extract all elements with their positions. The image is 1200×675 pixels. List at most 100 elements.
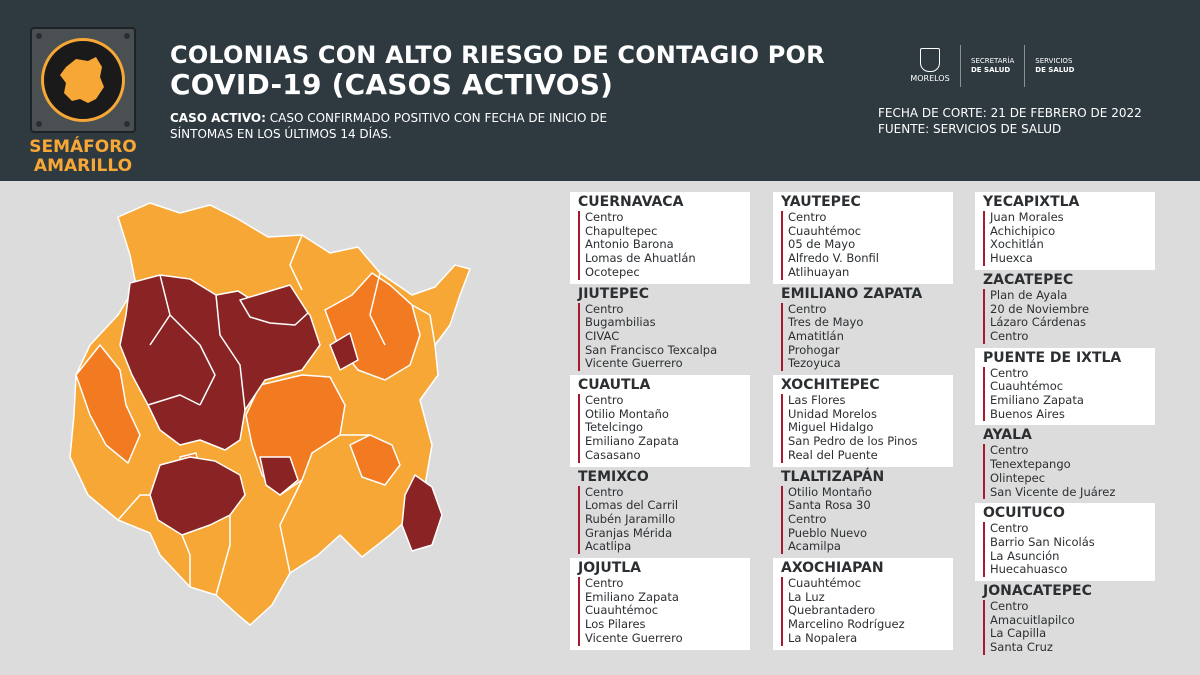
divider xyxy=(960,45,961,87)
colonia-item: Lomas del Carril xyxy=(585,498,679,513)
screw-icon xyxy=(124,33,130,39)
colonia-item: Cuauhtémoc xyxy=(990,379,1064,394)
colonias-list: Centro Emiliano Zapata Cuauhtémoc Los Pilar… xyxy=(578,576,750,646)
municipality-name: JONACATEPEC xyxy=(983,583,1092,600)
colonia-item: Tezoyuca xyxy=(788,356,841,371)
municipality-name: YECAPIXTLA xyxy=(983,194,1080,210)
colonia-item: Centro xyxy=(990,328,1029,343)
colonia-item: Los Pilares xyxy=(585,617,646,632)
colonia-item: Buenos Aires xyxy=(990,406,1065,421)
traffic-light-icon xyxy=(41,38,125,122)
colonia-item: Otilio Montaño xyxy=(788,484,872,499)
municipality-card: JONACATEPEC Centro Amacuitlapilco La Capill… xyxy=(975,581,1155,659)
map-region-high xyxy=(239,284,309,326)
colonia-item: Juan Morales xyxy=(990,210,1064,224)
colonia-item: Centro xyxy=(788,210,827,224)
meta-info: FECHA DE CORTE: 21 DE FEBRERO DE 2022 FU… xyxy=(878,105,1142,137)
colonia-item: Unidad Morelos xyxy=(788,406,877,421)
shield-icon xyxy=(920,48,940,72)
colonia-item: Miguel Hidalgo xyxy=(788,420,874,435)
municipality-name: JOJUTLA xyxy=(578,560,641,577)
colonias-list: Centro Lomas del Carril Rubén Jaramillo Gra… xyxy=(578,484,750,555)
colonia-item: Real del Puente xyxy=(788,447,878,462)
colonia-item: Vicente Guerrero xyxy=(585,356,683,371)
colonia-item: Lázaro Cárdenas xyxy=(990,315,1087,330)
colonia-item: Granjas Mérida xyxy=(585,525,673,540)
colonia-item: Quebrantadero xyxy=(788,603,876,618)
source: FUENTE: SERVICIOS DE SALUD xyxy=(878,122,1062,136)
colonia-item: Atlihuayan xyxy=(788,264,850,279)
colonia-item: Centro xyxy=(788,511,827,526)
colonia-item: Vicente Guerrero xyxy=(585,630,683,645)
municipality-card: EMILIANO ZAPATA Centro Tres de Mayo Amatitl… xyxy=(773,283,953,376)
municipality-name: ZACATEPEC xyxy=(983,271,1074,288)
municipality-card: OCUITUCO Centro Barrio San Nicolás La Asunc… xyxy=(975,503,1155,582)
colonia-item: La Nopalera xyxy=(788,630,858,645)
colonia-item: Emiliano Zapata xyxy=(585,434,679,449)
servicios-line2: DE SALUD xyxy=(1035,66,1075,74)
colonia-item: Cuauhtémoc xyxy=(788,576,862,591)
screw-icon xyxy=(36,121,42,127)
secretaria-logo: SECRETARÍA DE SALUD xyxy=(971,57,1014,75)
colonia-item: Centro xyxy=(788,301,827,316)
colonia-item: San Vicente de Juárez xyxy=(990,484,1116,499)
colonia-item: La Capilla xyxy=(990,626,1047,641)
screw-icon xyxy=(36,33,42,39)
municipality-name: AYALA xyxy=(983,427,1032,444)
municipality-card: PUENTE DE IXTLA Centro Cuauhtémoc Emiliano … xyxy=(975,347,1155,426)
colonias-list: Centro Tenextepango Olintepec San Vicente d… xyxy=(983,444,1155,500)
colonia-item: Centro xyxy=(585,576,624,591)
morelos-risk-map xyxy=(69,202,471,626)
servicios-logo: SERVICIOS DE SALUD xyxy=(1035,57,1074,75)
colonias-list: Centro Bugambilias CIVAC San Francisco Texc… xyxy=(578,301,750,372)
colonia-item: Olintepec xyxy=(990,470,1046,485)
colonia-item: Achichipico xyxy=(990,223,1056,238)
colonia-item: Santa Cruz xyxy=(990,640,1053,655)
municipality-card: JIUTEPEC Centro Bugambilias CIVAC San Franci… xyxy=(570,283,750,376)
semaforo-logo xyxy=(30,27,136,133)
colonia-item: Huexca xyxy=(990,251,1033,266)
municipality-name: AXOCHIAPAN xyxy=(781,560,884,577)
cutoff-date: FECHA DE CORTE: 21 DE FEBRERO DE 2022 xyxy=(878,106,1142,120)
municipality-card: ZACATEPEC Plan de Ayala 20 de Noviembre Láz… xyxy=(975,269,1155,348)
colonia-item: Marcelino Rodríguez xyxy=(788,617,905,632)
municipality-card: TLALTIZAPÁN Otilio Montaño Santa Rosa 30 Ce… xyxy=(773,466,953,559)
column-3: YECAPIXTLA Juan Morales Achichipico Xochitl… xyxy=(975,192,1155,659)
colonia-item: Xochitlán xyxy=(990,237,1044,252)
colonia-item: Tetelcingo xyxy=(585,420,644,435)
colonia-item: Huecahuasco xyxy=(990,562,1068,577)
municipality-card: CUAUTLA Centro Otilio Montaño Tetelcingo Emi… xyxy=(570,375,750,467)
colonia-item: Amacuitlapilco xyxy=(990,612,1075,627)
government-logos: MORELOS SECRETARÍA DE SALUD SERVICIOS DE… xyxy=(910,44,1074,88)
colonias-list: Centro Cuauhtémoc Emiliano Zapata Buenos Ai… xyxy=(983,366,1155,422)
colonia-item: Emiliano Zapata xyxy=(990,393,1084,408)
semaforo-label-line2: AMARILLO xyxy=(33,156,133,176)
colonias-list: Juan Morales Achichipico Xochitlán Huexca xyxy=(983,210,1155,266)
semaforo-label-line1: SEMÁFORO xyxy=(29,137,137,157)
colonia-item: Centro xyxy=(990,521,1029,536)
colonia-item: La Luz xyxy=(788,589,825,604)
colonia-item: Centro xyxy=(585,210,624,224)
colonia-item: 05 de Mayo xyxy=(788,237,856,252)
colonia-item: Centro xyxy=(585,484,624,499)
colonia-item: 20 de Noviembre xyxy=(990,301,1090,316)
colonia-item: Acatlipa xyxy=(585,539,632,554)
definition: CASO ACTIVO: CASO CONFIRMADO POSITIVO CO… xyxy=(170,110,640,142)
colonias-list: Centro Barrio San Nicolás La Asunción Hueca… xyxy=(983,521,1155,578)
colonias-list: Las Flores Unidad Morelos Miguel Hidalgo Sa… xyxy=(781,393,953,463)
colonia-item: Amatitlán xyxy=(788,328,844,343)
municipality-card: XOCHITEPEC Las Flores Unidad Morelos Miguel… xyxy=(773,375,953,467)
colonia-item: CIVAC xyxy=(585,328,620,343)
colonias-list: Otilio Montaño Santa Rosa 30 Centro Pueblo … xyxy=(781,484,953,555)
colonia-item: San Pedro de los Pinos xyxy=(788,434,918,449)
colonia-item: Tenextepango xyxy=(990,457,1071,472)
municipality-name: EMILIANO ZAPATA xyxy=(781,285,923,302)
municipality-card: AYALA Centro Tenextepango Olintepec San Vice… xyxy=(975,425,1155,504)
colonia-item: Cuauhtémoc xyxy=(585,603,659,618)
colonias-list: Centro Amacuitlapilco La Capilla Santa Cruz xyxy=(983,599,1155,655)
servicios-line1: SERVICIOS xyxy=(1035,57,1073,65)
municipality-name: TLALTIZAPÁN xyxy=(781,468,885,485)
municipality-card: JOJUTLA Centro Emiliano Zapata Cuauhtémoc Lo… xyxy=(570,558,750,650)
colonia-item: Centro xyxy=(585,301,624,316)
colonia-item: Rubén Jaramillo xyxy=(585,511,676,526)
